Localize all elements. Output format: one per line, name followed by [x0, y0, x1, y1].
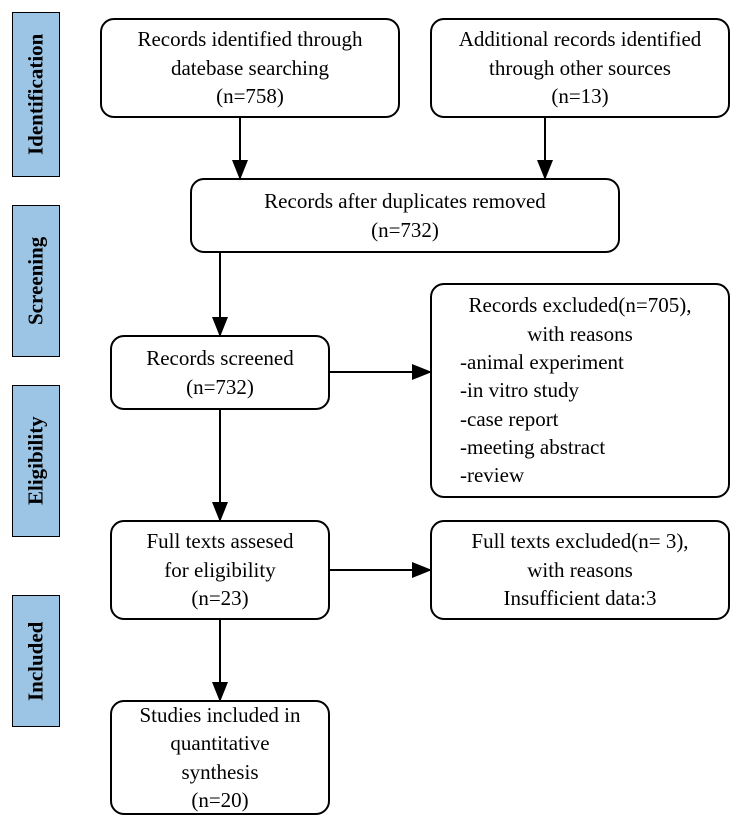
flowchart-canvas: Identification Screening Eligibility Inc… — [0, 0, 749, 827]
stage-label-text: Identification — [24, 34, 49, 155]
node-text: Additional records identified — [459, 25, 702, 53]
node-studies-included: Studies included in quantitative synthes… — [110, 700, 330, 815]
node-text: (n=23) — [191, 584, 248, 612]
node-records-excluded: Records excluded(n=705), with reasons -a… — [430, 283, 730, 498]
node-text: (n=732) — [371, 216, 439, 244]
node-text: quantitative — [170, 729, 269, 757]
node-fulltext-excluded: Full texts excluded(n= 3), with reasons … — [430, 520, 730, 620]
node-text: with reasons — [527, 320, 633, 348]
node-text: (n=732) — [186, 373, 254, 401]
stage-screening: Screening — [12, 205, 60, 357]
node-text: Full texts assesed — [147, 527, 294, 555]
node-text: with reasons — [527, 556, 633, 584]
node-text: Records screened — [146, 344, 294, 372]
exclusion-reason: -case report — [442, 405, 559, 433]
node-db-search: Records identified through datebase sear… — [100, 18, 400, 118]
node-text: for eligibility — [164, 556, 275, 584]
node-text: Records after duplicates removed — [264, 187, 546, 215]
stage-label-text: Screening — [24, 237, 49, 325]
stage-label-text: Included — [24, 621, 49, 700]
node-text: Records identified through — [137, 25, 362, 53]
exclusion-reason: -meeting abstract — [442, 433, 605, 461]
node-records-screened: Records screened (n=732) — [110, 335, 330, 410]
node-text: datebase searching — [171, 54, 329, 82]
node-fulltext-assessed: Full texts assesed for eligibility (n=23… — [110, 520, 330, 620]
node-text: Studies included in — [140, 701, 301, 729]
stage-label-text: Eligibility — [24, 417, 49, 506]
stage-eligibility: Eligibility — [12, 385, 60, 537]
node-text: through other sources — [489, 54, 671, 82]
exclusion-reason: -in vitro study — [442, 376, 579, 404]
node-after-duplicates: Records after duplicates removed (n=732) — [190, 178, 620, 253]
node-text: Full texts excluded(n= 3), — [471, 527, 688, 555]
node-text: synthesis — [181, 758, 258, 786]
node-text: (n=20) — [191, 786, 248, 814]
stage-included: Included — [12, 595, 60, 727]
node-text: (n=758) — [216, 82, 284, 110]
node-text: (n=13) — [551, 82, 608, 110]
node-text: Insufficient data:3 — [504, 584, 657, 612]
node-other-sources: Additional records identified through ot… — [430, 18, 730, 118]
node-text: Records excluded(n=705), — [469, 291, 692, 319]
exclusion-reason: -review — [442, 461, 524, 489]
exclusion-reason: -animal experiment — [442, 348, 624, 376]
stage-identification: Identification — [12, 12, 60, 177]
